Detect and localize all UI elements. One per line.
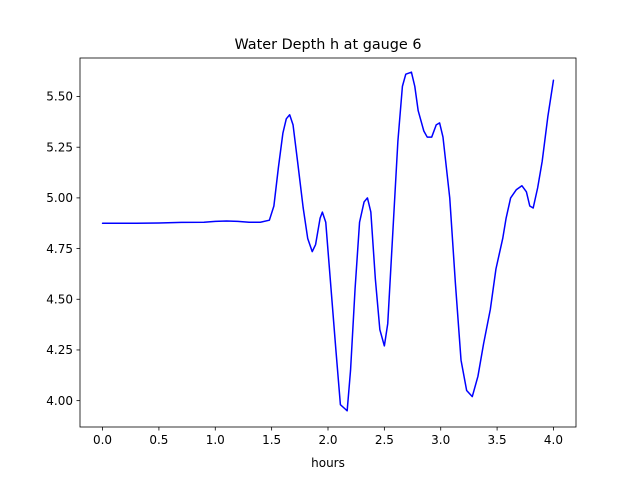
x-axis-label: hours <box>311 456 345 470</box>
x-tick-label: 0.0 <box>93 433 112 447</box>
x-tick-label: 4.0 <box>544 433 563 447</box>
y-tick-label: 5.50 <box>46 90 73 104</box>
y-axis: 4.00 4.25 4.50 4.75 5.00 5.25 5.50 <box>46 90 80 408</box>
x-tick-label: 3.0 <box>431 433 450 447</box>
x-tick-label: 1.0 <box>206 433 225 447</box>
x-axis: 0.0 0.5 1.0 1.5 2.0 2.5 3.0 3.5 4.0 <box>93 427 563 447</box>
x-tick-label: 0.5 <box>149 433 168 447</box>
x-tick-label: 3.5 <box>488 433 507 447</box>
y-tick-label: 4.00 <box>46 394 73 408</box>
y-tick-label: 4.25 <box>46 343 73 357</box>
series-line-0 <box>101 71 555 412</box>
y-tick-label: 5.00 <box>46 191 73 205</box>
x-tick-label: 2.5 <box>375 433 394 447</box>
y-tick-label: 5.25 <box>46 140 73 154</box>
x-tick-label: 1.5 <box>262 433 281 447</box>
x-tick-label: 2.0 <box>318 433 337 447</box>
y-tick-label: 4.50 <box>46 292 73 306</box>
chart-title: Water Depth h at gauge 6 <box>234 37 421 53</box>
y-tick-label: 4.75 <box>46 242 73 256</box>
